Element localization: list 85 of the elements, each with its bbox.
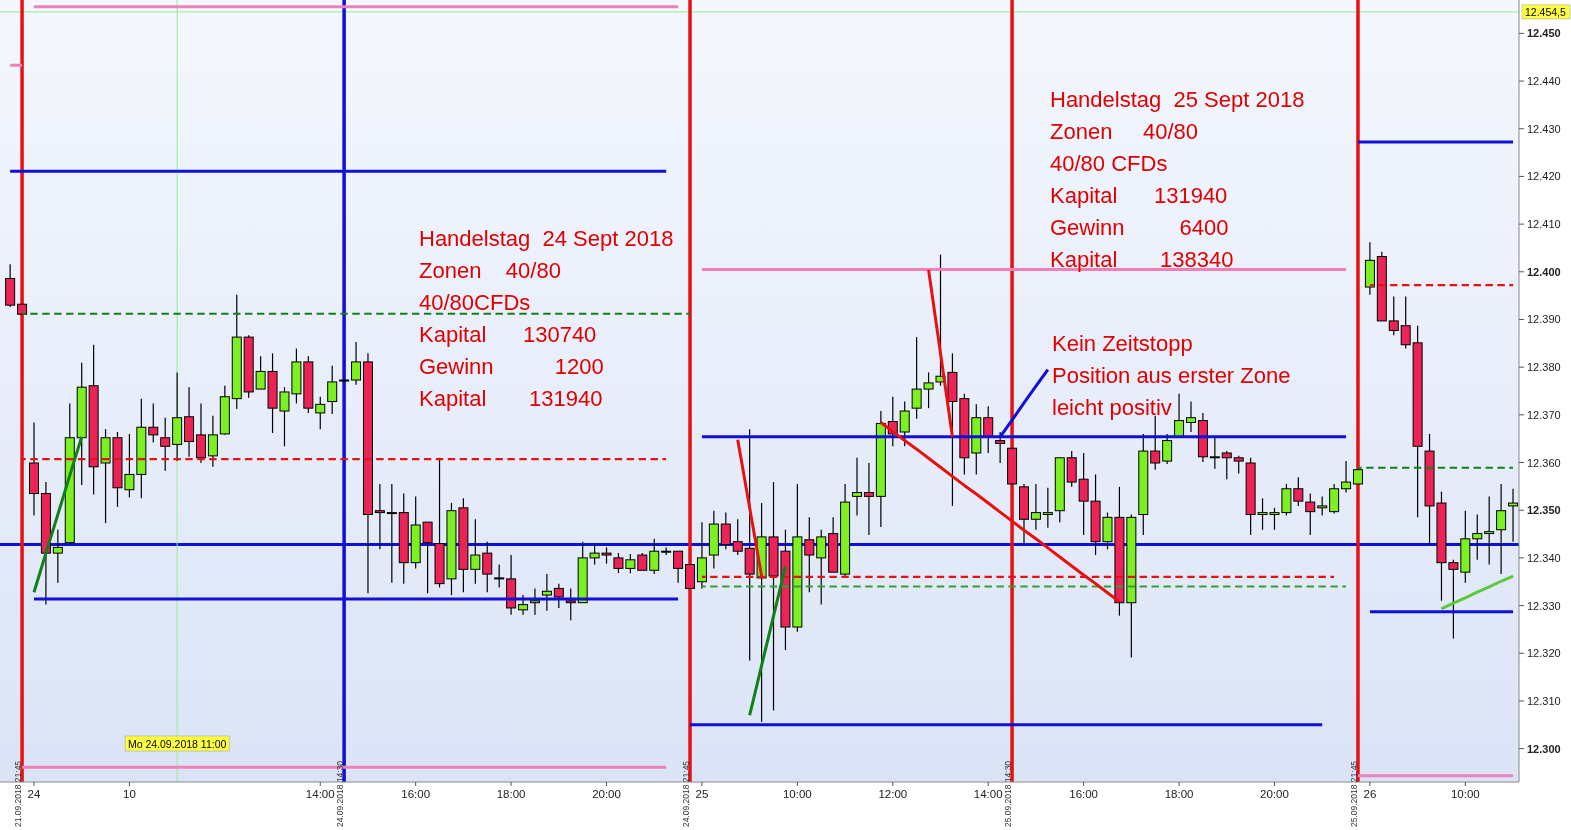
candlestick [983, 405, 994, 454]
candlestick [374, 483, 385, 550]
line-series [1439, 574, 1515, 611]
candlestick [1209, 436, 1220, 470]
candlestick [195, 402, 206, 464]
x-tick-label: 25.09.2018 14:30 [1003, 760, 1014, 828]
y-tick-label: 12.450 [1527, 27, 1561, 40]
x-tick-label: 20:00 [1260, 788, 1289, 800]
candlestick [1388, 295, 1399, 336]
candlestick [1496, 483, 1507, 575]
y-tick-label: 12.350 [1527, 504, 1561, 517]
candlestick [351, 341, 362, 386]
candlestick [1030, 483, 1041, 531]
candlestick [649, 538, 660, 575]
y-tick-label: 12.400 [1527, 265, 1561, 278]
candlestick [207, 415, 218, 468]
candlestick [732, 518, 743, 556]
candlestick [1317, 495, 1328, 517]
x-tick-label: 18:00 [496, 788, 526, 800]
x-tick-label: 10:00 [1450, 788, 1480, 800]
x-tick-label: 25 [695, 788, 709, 800]
candlestick [160, 417, 171, 472]
x-tick-label: 10 [123, 788, 136, 800]
candlestick [518, 594, 529, 616]
candlestick [1305, 492, 1316, 536]
y-tick-label: 12.310 [1527, 694, 1561, 707]
y-tick-label: 12.390 [1527, 313, 1561, 326]
x-tick-label: 12:00 [878, 788, 908, 800]
annotation: Handelstag 24 Sept 2018 Zonen 40/80 40/80CFDs Kapital 130740 Gewinn 1200 Kapital 131940 [419, 226, 674, 412]
candlestick [673, 550, 684, 584]
x-tick-label: 14:00 [973, 788, 1003, 800]
annotation: Handelstag 25 Sept 2018 Zonen 40/80 40/80 CFDs Kapital 131940 Gewinn 6400 Kapital 138340 [1050, 87, 1305, 273]
y-tick-label: 12.330 [1527, 599, 1561, 612]
x-tick-label: 24.09.2018 14:30 [335, 760, 346, 828]
y-tick-label: 12.410 [1527, 218, 1561, 231]
x-tick-label: 24.09.2018 21:45 [681, 760, 692, 828]
annotation: Kein Zeitstopp Position aus erster Zone leicht positiv [1052, 331, 1291, 421]
y-tick-label: 12.340 [1527, 551, 1561, 564]
y-tick-label: 12.420 [1527, 170, 1561, 183]
x-tick-label: 24 [27, 788, 41, 800]
candlestick [720, 511, 731, 550]
candlestick [1484, 495, 1495, 566]
candlestick [1185, 400, 1196, 433]
x-tick-label: 16:00 [401, 788, 431, 800]
y-tick-label: 12.320 [1527, 647, 1561, 660]
candlestick [685, 564, 696, 589]
candlestick [52, 529, 63, 584]
candlestick [1472, 513, 1483, 561]
candlestick [327, 365, 338, 415]
candlestick [852, 457, 863, 517]
x-tick-label: 20:00 [592, 788, 621, 800]
x-tick-label: 16:00 [1069, 788, 1099, 800]
candlestick [148, 402, 159, 444]
x-tick-label: 18:00 [1164, 788, 1194, 800]
candlestick [1042, 487, 1053, 529]
candlestick [816, 529, 827, 606]
candlestick [995, 431, 1006, 464]
x-tick-label: 10:00 [782, 788, 812, 800]
x-tick-label: 14:00 [305, 788, 335, 800]
candlestick [529, 587, 540, 616]
candlestick [1221, 450, 1232, 480]
candlestick [565, 587, 576, 621]
candlestick [1341, 460, 1352, 494]
candlestick [541, 573, 552, 612]
candlestick [494, 563, 505, 589]
candlestick [386, 483, 397, 584]
y-tick-label: 12.370 [1527, 408, 1561, 421]
y-tick-label: 12.380 [1527, 361, 1561, 374]
candlestick [696, 521, 707, 590]
candlestick [553, 583, 564, 609]
ref-line-label: 12.454,5 [1525, 5, 1567, 18]
candlestick [482, 541, 493, 593]
candlestick [315, 396, 326, 430]
x-tick-label: 26 [1363, 788, 1377, 800]
candlestick [899, 400, 910, 447]
candlestick [1329, 483, 1340, 515]
candlestick [1162, 433, 1173, 465]
y-tick-label: 12.430 [1527, 122, 1561, 135]
x-tick-label: Mo 24.09.2018 11:00 [127, 738, 227, 750]
candlestick [863, 462, 874, 536]
y-tick-label: 12.300 [1527, 742, 1561, 755]
y-tick-label: 12.360 [1527, 456, 1561, 469]
x-tick-label: 25.09.2018 21:45 [1348, 760, 1359, 828]
x-tick-label: 21.09.2018 21:45 [13, 760, 24, 828]
y-tick-label: 12.440 [1527, 75, 1561, 88]
